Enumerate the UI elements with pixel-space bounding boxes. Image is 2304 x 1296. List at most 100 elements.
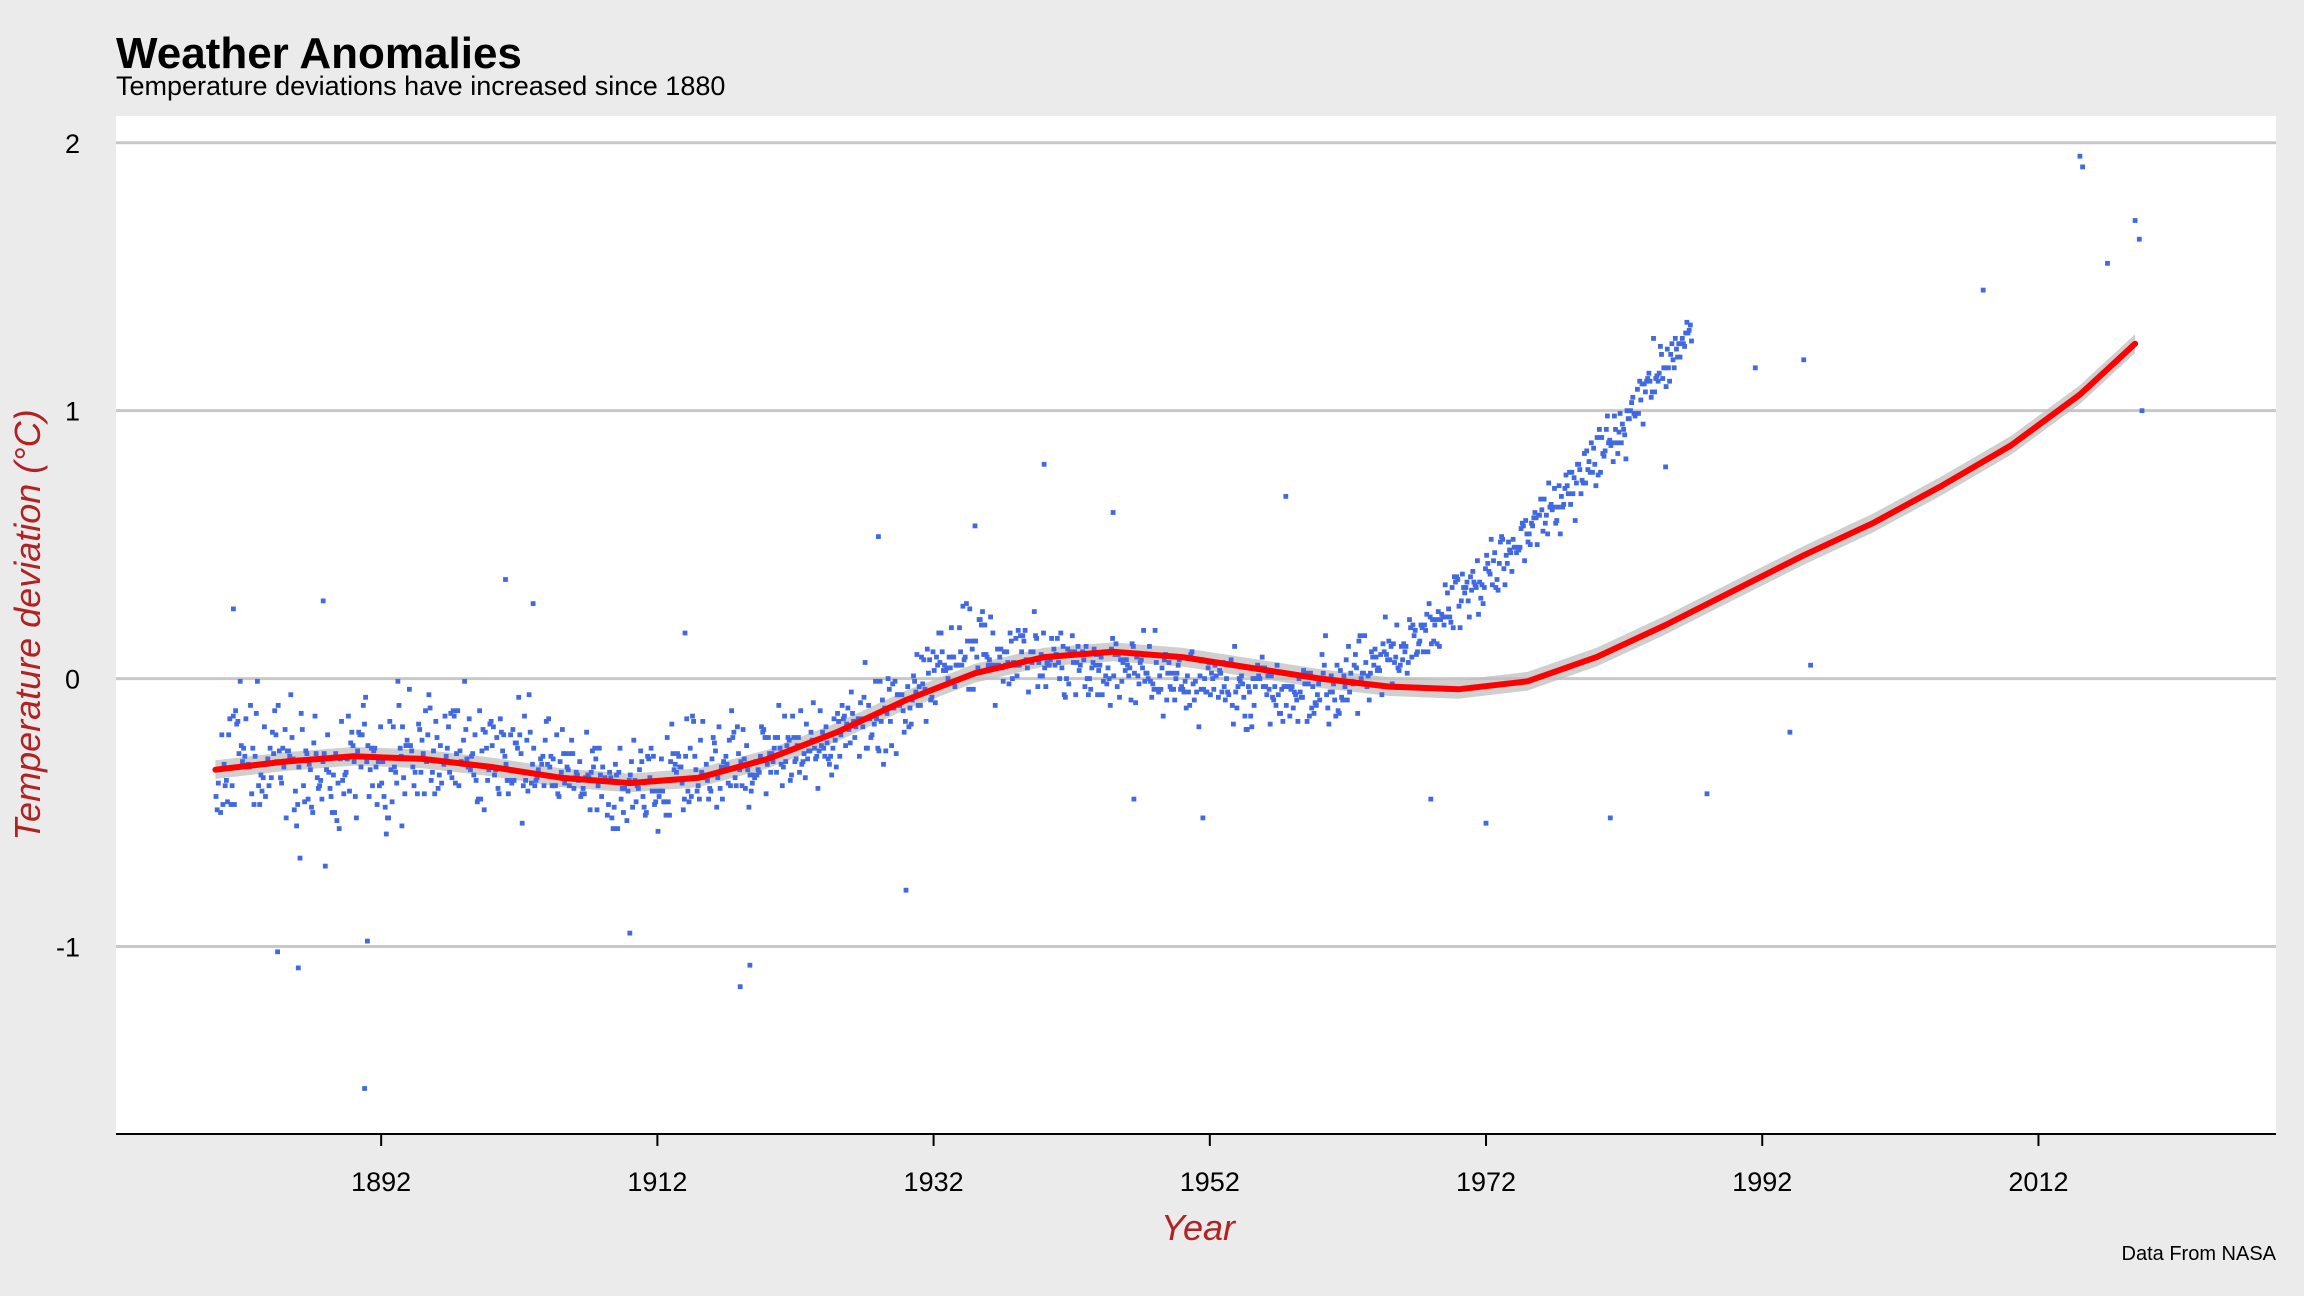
data-point <box>250 745 256 751</box>
data-point <box>667 812 672 818</box>
data-point <box>1071 660 1076 665</box>
data-point <box>1397 662 1403 668</box>
data-point <box>774 769 779 775</box>
data-point <box>1201 686 1206 692</box>
data-point <box>396 703 402 708</box>
data-point <box>1104 681 1110 687</box>
data-point <box>1666 365 1671 371</box>
data-point <box>1233 689 1239 695</box>
x-tick-label: 2012 <box>2008 1167 2068 1197</box>
data-point <box>860 724 866 730</box>
data-point <box>607 769 612 775</box>
data-point <box>1110 636 1115 641</box>
data-point <box>235 719 241 724</box>
data-point <box>540 753 546 759</box>
data-point <box>1668 352 1674 357</box>
data-point <box>400 724 405 730</box>
data-point <box>1458 598 1464 604</box>
data-point <box>951 654 957 660</box>
data-point <box>308 767 313 773</box>
data-point <box>1218 670 1224 676</box>
data-point <box>786 737 792 743</box>
data-point <box>1563 472 1569 478</box>
data-point <box>502 753 508 759</box>
data-point <box>599 794 604 799</box>
data-point <box>1173 676 1179 681</box>
data-point <box>1506 539 1511 545</box>
data-point <box>629 759 634 764</box>
data-point <box>1616 429 1622 435</box>
data-point <box>1118 657 1123 663</box>
data-point <box>1068 649 1074 655</box>
data-point <box>495 786 501 791</box>
data-point <box>1320 670 1326 676</box>
data-point <box>312 713 318 719</box>
data-point <box>1564 483 1570 489</box>
data-point <box>1035 684 1041 689</box>
data-point <box>1241 694 1247 700</box>
data-point <box>1476 611 1481 617</box>
data-point <box>722 764 728 770</box>
data-point <box>959 662 965 668</box>
data-point <box>912 678 917 684</box>
data-point <box>1628 408 1633 414</box>
data-point <box>1434 641 1440 647</box>
data-point <box>237 678 243 684</box>
data-point <box>1521 523 1526 529</box>
data-point <box>1394 622 1400 628</box>
data-point <box>1300 694 1305 700</box>
data-point <box>1586 459 1592 464</box>
data-point <box>833 764 839 770</box>
data-point <box>900 708 906 714</box>
data-point <box>474 799 480 805</box>
data-point <box>885 676 891 681</box>
data-point <box>1480 601 1486 606</box>
data-point <box>1315 692 1320 698</box>
data-point <box>760 729 766 735</box>
data-point <box>973 638 978 644</box>
data-point <box>1393 654 1399 660</box>
data-point <box>1577 467 1583 472</box>
data-point <box>850 711 855 716</box>
data-point <box>1056 660 1061 665</box>
data-point <box>313 751 319 756</box>
data-point <box>2136 236 2142 242</box>
data-point <box>1519 520 1525 526</box>
data-point <box>267 745 273 751</box>
data-point <box>1036 660 1042 665</box>
data-point <box>819 743 824 748</box>
data-point <box>1559 494 1564 499</box>
data-point <box>578 794 584 799</box>
data-point <box>893 751 899 756</box>
data-point <box>1155 686 1160 692</box>
data-point <box>1402 649 1408 655</box>
data-point <box>426 692 432 698</box>
data-point <box>639 759 645 764</box>
data-point <box>1527 542 1533 547</box>
data-point <box>518 751 524 756</box>
data-point <box>669 721 675 727</box>
data-point <box>311 740 317 746</box>
data-point <box>1453 579 1458 585</box>
data-point <box>1486 569 1492 574</box>
data-point <box>1351 662 1357 668</box>
data-point <box>1205 665 1211 671</box>
data-point <box>392 764 397 770</box>
data-point <box>913 689 919 695</box>
data-point <box>1392 660 1397 665</box>
data-point <box>581 791 587 797</box>
data-point <box>1423 628 1428 633</box>
data-point <box>906 724 912 730</box>
data-point <box>1302 681 1308 687</box>
data-point <box>462 678 467 684</box>
data-point <box>362 721 367 727</box>
data-point <box>1362 633 1367 639</box>
data-point <box>386 815 391 821</box>
data-point <box>675 751 680 756</box>
data-point <box>1044 660 1050 665</box>
data-point <box>1339 694 1344 700</box>
data-point <box>1092 662 1098 668</box>
data-point <box>1450 625 1456 631</box>
data-point <box>511 778 517 783</box>
data-point <box>380 759 386 764</box>
